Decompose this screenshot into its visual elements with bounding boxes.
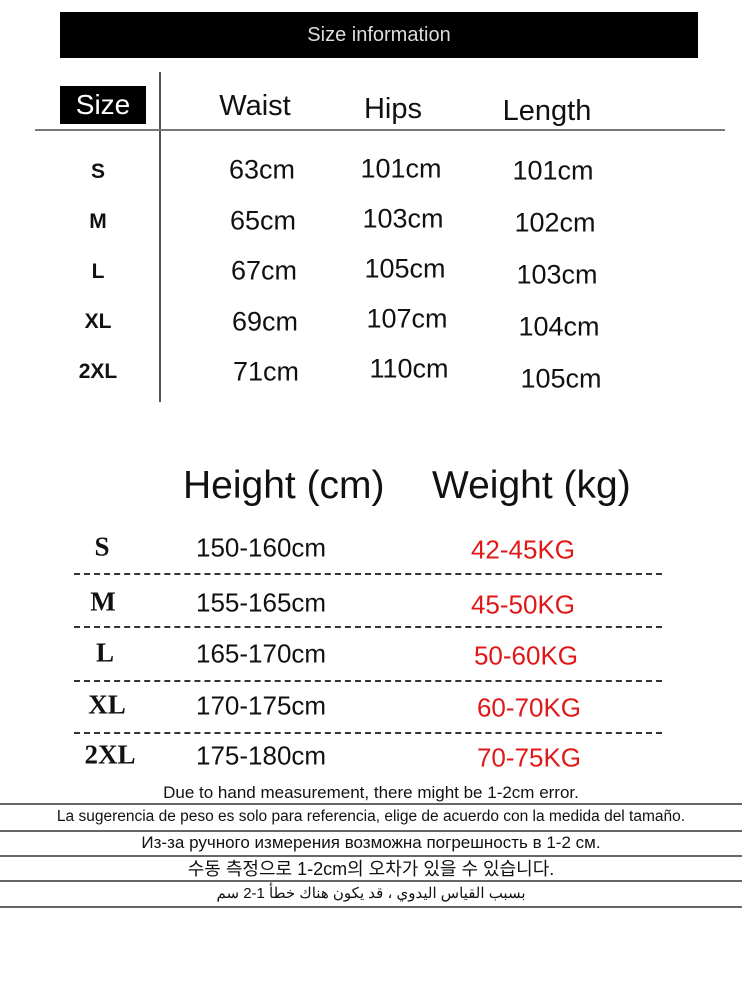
table-divider-vertical (159, 72, 161, 402)
note-line: 수동 측정으로 1-2cm의 오차가 있을 수 있습니다. (187, 859, 555, 879)
weight-column-header: Weight (kg) (432, 464, 631, 507)
length-column-header: Length (502, 95, 592, 127)
waist-value: 69cm (231, 306, 299, 336)
size-label: M (90, 586, 116, 617)
waist-value: 65cm (229, 205, 297, 235)
note-divider (0, 803, 742, 805)
size-column-header: Size (60, 86, 146, 124)
weight-range: 60-70KG (476, 692, 582, 723)
table-divider-horizontal (35, 129, 725, 131)
size-label: XL (84, 310, 112, 333)
hips-value: 110cm (369, 353, 449, 384)
weight-range: 42-45KG (470, 534, 576, 565)
length-value: 102cm (514, 207, 596, 238)
note-line: Due to hand measurement, there might be … (163, 783, 579, 802)
size-label: L (91, 260, 105, 283)
size-label: L (95, 637, 115, 668)
size-label: XL (88, 689, 126, 720)
waist-value: 71cm (232, 356, 300, 387)
length-value: 104cm (518, 311, 600, 342)
height-range: 155-165cm (196, 587, 327, 618)
size-label: M (89, 210, 107, 233)
height-column-header: Height (cm) (183, 464, 385, 507)
size-label: S (94, 531, 110, 562)
note-line: Из-за ручного измерения возможна погрешн… (141, 833, 601, 852)
note-line: La sugerencia de peso es solo para refer… (56, 808, 686, 825)
dashed-row-divider (74, 573, 662, 575)
dashed-row-divider (74, 626, 662, 628)
height-range: 150-160cm (196, 532, 327, 563)
waist-value: 63cm (228, 154, 296, 185)
dashed-row-divider (74, 732, 662, 734)
hips-value: 105cm (364, 253, 446, 284)
weight-range: 50-60KG (473, 640, 579, 671)
weight-range: 70-75KG (476, 742, 582, 773)
hips-value: 101cm (360, 153, 442, 184)
hips-value: 107cm (366, 303, 448, 334)
note-line: بسبب القياس اليدوي ، قد يكون هناك خطأ 1-… (216, 885, 526, 902)
height-range: 170-175cm (196, 690, 327, 721)
note-divider (0, 880, 742, 882)
hips-value: 103cm (362, 203, 444, 234)
size-label: S (90, 160, 106, 183)
size-information-banner: Size information (60, 12, 698, 58)
size-label: 2XL (84, 739, 136, 770)
dashed-row-divider (74, 680, 662, 682)
height-range: 175-180cm (196, 740, 327, 771)
length-value: 103cm (516, 259, 598, 290)
note-divider (0, 855, 742, 857)
size-label: 2XL (78, 360, 118, 383)
hips-column-header: Hips (363, 93, 423, 125)
length-value: 101cm (512, 155, 594, 186)
waist-value: 67cm (230, 255, 298, 286)
waist-column-header: Waist (219, 90, 291, 122)
note-divider (0, 830, 742, 832)
height-range: 165-170cm (196, 638, 327, 669)
weight-range: 45-50KG (470, 589, 576, 620)
note-divider (0, 906, 742, 908)
length-value: 105cm (520, 363, 602, 394)
